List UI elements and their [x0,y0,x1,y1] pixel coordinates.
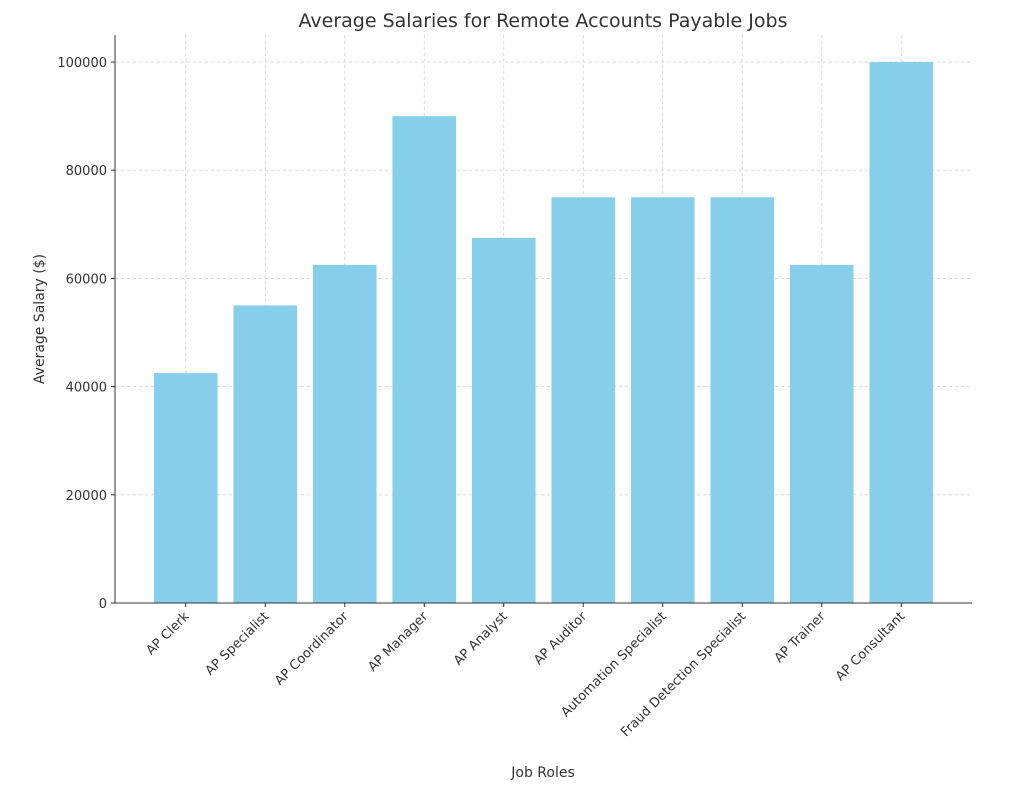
bar [153,373,218,603]
y-tick-label: 0 [99,597,107,612]
y-tick-label: 20000 [66,489,107,504]
y-tick-label: 60000 [66,272,107,287]
x-tick-label: AP Auditor [531,609,590,668]
x-tick-label: AP Trainer [772,609,829,666]
y-tick-label: 40000 [66,381,107,396]
bar [630,197,695,604]
y-tick-label: 80000 [66,164,107,179]
axes [111,35,972,607]
x-tick-label: AP Coordinator [272,609,352,689]
x-tick-label: Fraud Detection Specialist [618,609,749,740]
bar [869,62,934,604]
x-tick-label: AP Clerk [143,609,192,658]
x-tick-label: AP Consultant [833,609,908,684]
bar [312,264,377,603]
x-axis-label: Job Roles [510,765,575,781]
bar [233,305,298,603]
bar [392,116,457,604]
bar [551,197,616,604]
bar [710,197,775,604]
x-tick-label: AP Analyst [451,609,510,668]
x-tick-label: AP Manager [365,609,431,675]
bars [153,62,934,604]
chart-title: Average Salaries for Remote Accounts Pay… [299,10,788,32]
bar [471,237,536,603]
x-tick-label: AP Specialist [203,609,272,678]
bar [789,264,854,603]
y-axis-label: Average Salary ($) [32,254,48,384]
y-tick-label: 100000 [57,56,107,71]
